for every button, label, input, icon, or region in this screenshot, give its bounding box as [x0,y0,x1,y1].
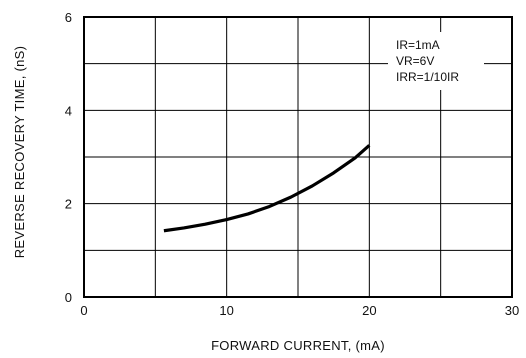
x-tick-labels: 0 10 20 30 [80,303,519,318]
x-tick-label: 0 [80,303,87,318]
x-tick-label: 20 [362,303,376,318]
annotation-box: IR=1mA VR=6V IRR=1/10IR [388,32,484,90]
annotation-ir: IR=1mA [396,38,440,52]
y-axis-label: REVERSE RECOVERY TIME, (nS) [12,46,27,259]
y-tick-labels: 0 2 4 6 [65,10,72,305]
annotation-vr: VR=6V [396,54,434,68]
x-axis-label: FORWARD CURRENT, (mA) [211,338,385,353]
y-tick-label: 6 [65,10,72,25]
annotation-irr: IRR=1/10IR [396,70,459,84]
plot-frame [83,16,513,298]
y-tick-label: 2 [65,197,72,212]
y-tick-label: 4 [65,103,72,118]
series-line [163,144,371,233]
y-tick-label: 0 [65,290,72,305]
x-tick-label: 30 [505,303,519,318]
series-group [163,144,371,233]
x-tick-label: 10 [219,303,233,318]
